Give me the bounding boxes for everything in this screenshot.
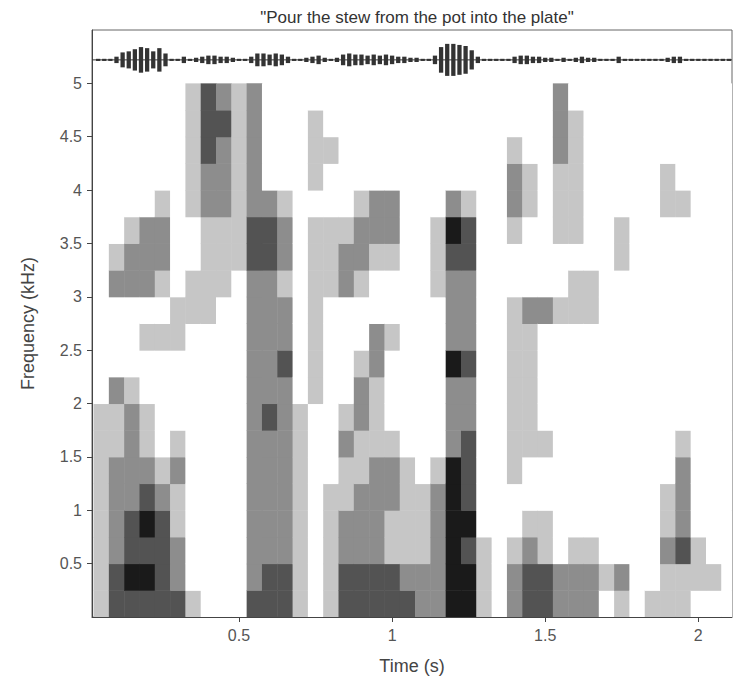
- svg-text:2: 2: [694, 627, 703, 644]
- svg-text:3: 3: [73, 288, 82, 305]
- svg-text:4: 4: [73, 182, 82, 199]
- svg-text:2.5: 2.5: [60, 342, 82, 359]
- svg-text:"Pour the stew from the pot in: "Pour the stew from the pot into the pla…: [260, 8, 574, 27]
- svg-text:0.5: 0.5: [60, 555, 82, 572]
- svg-text:Frequency (kHz): Frequency (kHz): [18, 257, 38, 390]
- svg-text:3.5: 3.5: [60, 235, 82, 252]
- svg-text:2: 2: [73, 395, 82, 412]
- svg-text:5: 5: [73, 75, 82, 92]
- svg-text:1: 1: [388, 627, 397, 644]
- svg-text:Time (s): Time (s): [379, 656, 444, 676]
- svg-text:4.5: 4.5: [60, 128, 82, 145]
- svg-text:1: 1: [73, 502, 82, 519]
- svg-text:1.5: 1.5: [60, 448, 82, 465]
- svg-text:0.5: 0.5: [228, 627, 250, 644]
- svg-text:1.5: 1.5: [534, 627, 556, 644]
